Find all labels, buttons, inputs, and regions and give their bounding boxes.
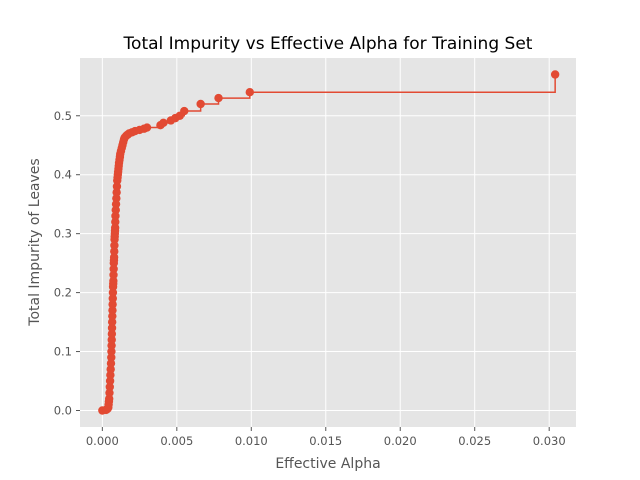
data-point bbox=[106, 359, 116, 368]
data-point bbox=[109, 276, 118, 286]
data-point bbox=[108, 300, 117, 309]
data-point bbox=[108, 288, 118, 297]
data-point bbox=[110, 241, 119, 250]
plot-background bbox=[80, 58, 576, 427]
data-point bbox=[180, 106, 189, 116]
data-point bbox=[109, 253, 119, 262]
y-ticks: 0.0 0.1 0.2 0.3 0.4 0.5 bbox=[54, 109, 80, 417]
data-point bbox=[107, 347, 116, 356]
x-tick-label: 0.015 bbox=[309, 434, 342, 448]
data-point bbox=[112, 194, 121, 203]
series-points bbox=[98, 70, 560, 415]
x-tick-label: 0.010 bbox=[235, 434, 268, 448]
data-point bbox=[105, 376, 115, 386]
data-point bbox=[550, 70, 560, 79]
y-gridlines bbox=[80, 115, 576, 411]
y-tick-label: 0.1 bbox=[54, 345, 72, 359]
data-point bbox=[111, 217, 120, 227]
data-point bbox=[107, 341, 116, 350]
data-point bbox=[142, 123, 152, 132]
data-point bbox=[109, 270, 118, 280]
data-point bbox=[108, 294, 117, 303]
y-tick-label: 0.2 bbox=[54, 286, 72, 300]
data-point bbox=[107, 335, 116, 344]
data-point bbox=[107, 353, 116, 362]
data-point bbox=[107, 323, 117, 333]
x-tick-label: 0.020 bbox=[384, 434, 417, 448]
data-point bbox=[106, 370, 115, 380]
data-point bbox=[112, 188, 121, 197]
data-point bbox=[112, 182, 122, 191]
data-point bbox=[108, 311, 117, 321]
data-point bbox=[105, 388, 114, 398]
y-tick-label: 0.4 bbox=[54, 168, 72, 182]
data-point bbox=[245, 87, 255, 97]
data-point bbox=[108, 306, 117, 315]
x-tick-label: 0.000 bbox=[86, 434, 119, 448]
x-tick-label: 0.025 bbox=[458, 434, 491, 448]
y-tick-label: 0.3 bbox=[54, 227, 72, 241]
x-tick-label: 0.030 bbox=[533, 434, 566, 448]
data-point bbox=[110, 223, 120, 232]
data-point bbox=[110, 247, 119, 256]
data-point bbox=[107, 317, 117, 327]
y-axis-label: Total Impurity of Leaves bbox=[27, 158, 43, 326]
data-point bbox=[214, 93, 223, 103]
data-point bbox=[196, 99, 205, 109]
data-point bbox=[111, 199, 121, 209]
data-point bbox=[105, 382, 114, 392]
y-tick-label: 0.5 bbox=[54, 109, 72, 123]
data-point bbox=[111, 211, 120, 221]
data-point bbox=[159, 118, 168, 128]
chart-title: Total Impurity vs Effective Alpha for Tr… bbox=[123, 34, 533, 54]
data-point bbox=[109, 264, 118, 274]
data-point bbox=[107, 329, 117, 339]
data-point bbox=[106, 365, 115, 374]
y-tick-label: 0.0 bbox=[54, 403, 72, 417]
data-point bbox=[111, 205, 120, 215]
x-axis-label: Effective Alpha bbox=[275, 456, 380, 472]
data-point bbox=[104, 394, 114, 403]
x-ticks: 0.000 0.005 0.010 0.015 0.020 0.025 0.030 bbox=[86, 427, 566, 448]
x-tick-label: 0.005 bbox=[160, 434, 193, 448]
